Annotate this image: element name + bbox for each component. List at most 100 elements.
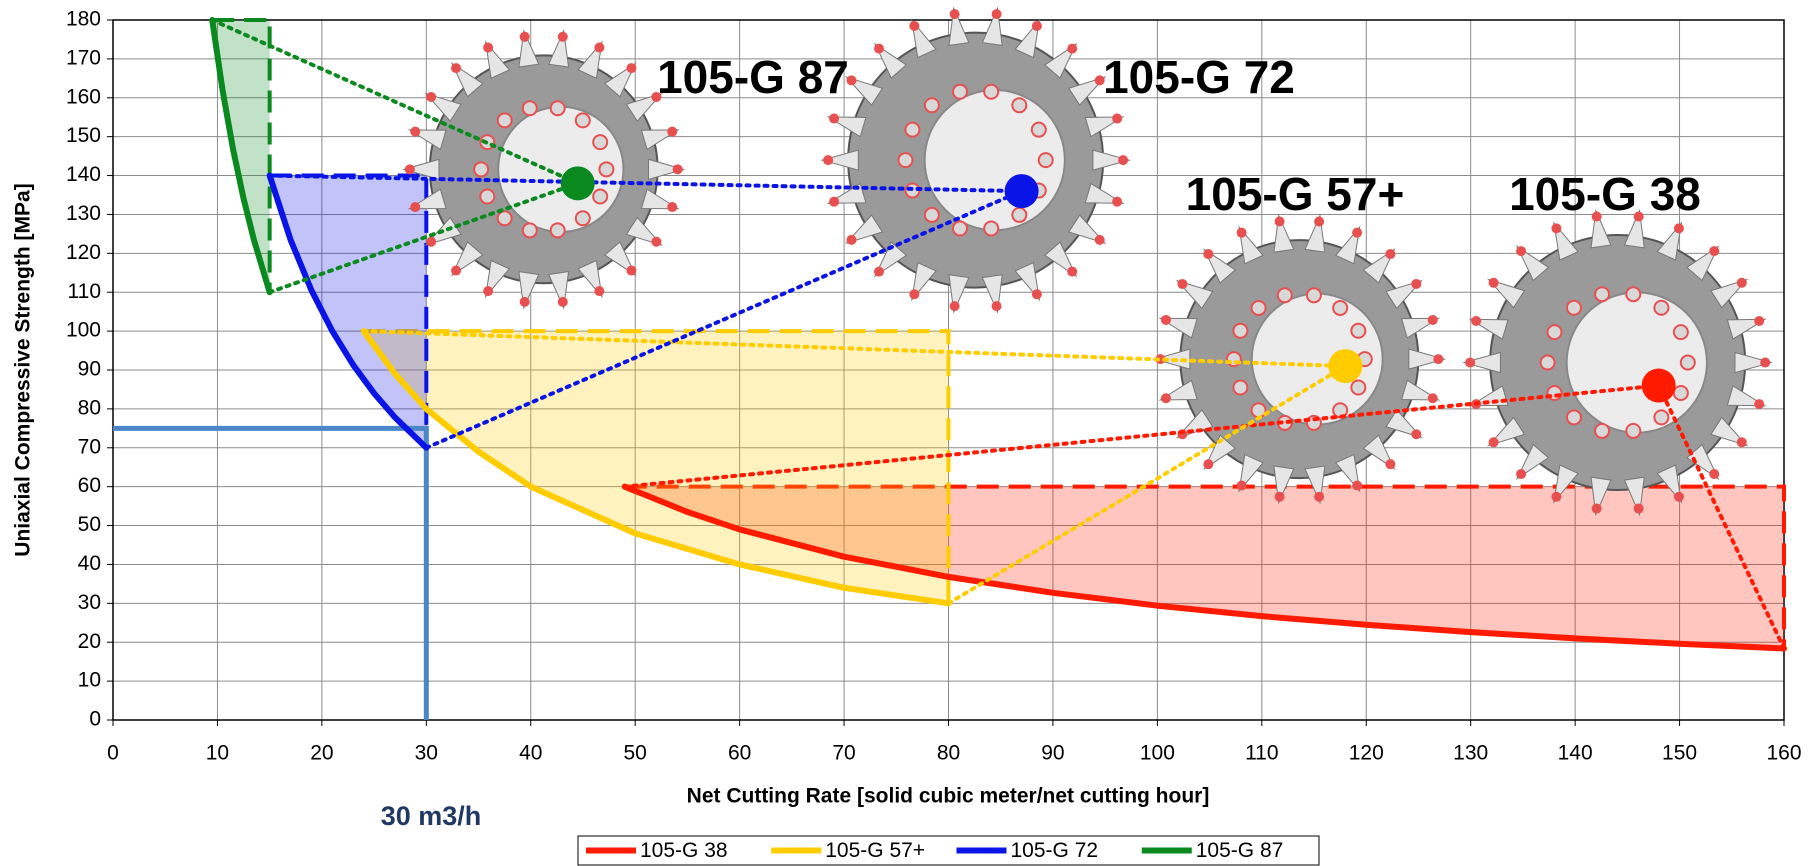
wheel-pick-inner (1351, 324, 1365, 338)
wheel-pick-tip (1516, 469, 1526, 479)
wheel-pick-tip (626, 63, 636, 73)
wheel-pick-inner (1595, 287, 1609, 301)
x-tick-label: 120 (1349, 742, 1384, 765)
y-tick-label: 160 (66, 85, 101, 108)
reference-line (113, 428, 426, 720)
wheel-pick-tip (483, 286, 493, 296)
x-tick-label: 0 (107, 742, 119, 765)
wheel-pick-inner (1278, 288, 1292, 302)
wheel-pick-tip (558, 32, 568, 42)
wheel-pick-tip (1760, 358, 1770, 368)
y-tick-label: 0 (89, 708, 101, 731)
wheel-pick-inner (1541, 356, 1555, 370)
wheel-pick-inner (593, 135, 607, 149)
wheel-pick-inner (1547, 325, 1561, 339)
wheel-pick-inner (1032, 123, 1046, 137)
y-tick-label: 180 (66, 8, 101, 31)
wheel-pick-inner (1626, 287, 1640, 301)
wheel-pick-inner (1626, 424, 1640, 438)
wheel-pick-tip (667, 202, 677, 212)
y-tick-label: 170 (66, 46, 101, 69)
y-tick-label: 150 (66, 124, 101, 147)
x-tick-label: 20 (310, 742, 333, 765)
x-tick-label: 40 (519, 742, 542, 765)
wheel-pick-tip (410, 127, 420, 137)
wheel-pick-tip (1471, 316, 1481, 326)
wheel-pick-tip (874, 44, 884, 54)
wheel-pick-inner (599, 162, 613, 176)
wheel-pick-tip (1489, 437, 1499, 447)
wheel-label: 105-G 72 (1103, 51, 1295, 103)
wheel-pick-tip (847, 235, 857, 245)
wheel-pick-inner (551, 223, 565, 237)
wheel-pick-tip (1737, 437, 1747, 447)
chart: Net Cutting Rate [solid cubic meter/net … (0, 0, 1816, 866)
wheel-pick-tip (1489, 278, 1499, 288)
cutter-wheel (1154, 216, 1444, 503)
y-tick-label: 50 (78, 513, 101, 536)
x-tick-label: 60 (728, 742, 751, 765)
wheel-pick-tip (410, 202, 420, 212)
y-tick-label: 20 (78, 630, 101, 653)
wheel-marker (1005, 174, 1039, 208)
wheel-pick-tip (426, 237, 436, 247)
x-tick-label: 150 (1662, 742, 1697, 765)
wheel-pick-tip (483, 43, 493, 53)
wheel-pick-inner (498, 113, 512, 127)
x-tick-label: 90 (1041, 742, 1064, 765)
x-tick-label: 80 (937, 742, 960, 765)
y-tick-label: 120 (66, 241, 101, 264)
y-tick-label: 30 (78, 591, 101, 614)
wheel-pick-tip (909, 289, 919, 299)
wheel-pick-tip (1118, 155, 1128, 165)
wheel-pick-inner (523, 223, 537, 237)
x-tick-label: 130 (1453, 742, 1488, 765)
wheel-pick-inner (1039, 153, 1053, 167)
wheel-pick-tip (1032, 21, 1042, 31)
wheel-pick-tip (1674, 492, 1684, 502)
wheel-pick-inner (1351, 381, 1365, 395)
y-tick-label: 140 (66, 163, 101, 186)
wheel-pick-tip (1737, 278, 1747, 288)
x-tick-label: 160 (1766, 742, 1801, 765)
wheel-pick-tip (992, 9, 1002, 19)
wheel-pick-inner (925, 98, 939, 112)
wheel-pick-inner (1674, 386, 1688, 400)
x-tick-label: 100 (1140, 742, 1175, 765)
x-tick-label: 70 (832, 742, 855, 765)
wheel-pick-tip (1237, 481, 1247, 491)
wheel-pick-inner (593, 190, 607, 204)
wheel-pick-tip (1314, 492, 1324, 502)
wheel-pick-tip (992, 301, 1002, 311)
wheel-pick-tip (558, 297, 568, 307)
wheel-pick-tip (667, 127, 677, 137)
y-tick-label: 130 (66, 202, 101, 225)
wheel-pick-tip (451, 63, 461, 73)
legend-label: 105-G 38 (640, 839, 728, 862)
wheel-label: 105-G 87 (657, 51, 849, 103)
wheel-pick-tip (1352, 481, 1362, 491)
wheel-pick-tip (1385, 249, 1395, 259)
x-tick-label: 50 (624, 742, 647, 765)
wheel-pick-tip (1551, 492, 1561, 502)
wheel-pick-inner (576, 211, 590, 225)
wheel-pick-tip (1754, 399, 1764, 409)
wheel-pick-tip (1754, 316, 1764, 326)
wheel-pick-inner (1674, 325, 1688, 339)
x-tick-label: 140 (1558, 742, 1593, 765)
wheel-pick-inner (1252, 301, 1266, 315)
wheel-pick-inner (1654, 301, 1668, 315)
legend-label: 105-G 72 (1011, 839, 1099, 862)
x-tick-label: 110 (1245, 742, 1278, 765)
wheel-pick-tip (823, 155, 833, 165)
wheel-pick-inner (1252, 403, 1266, 417)
wheel-pick-tip (1203, 459, 1213, 469)
y-tick-label: 90 (78, 358, 101, 381)
wheel-pick-tip (874, 267, 884, 277)
reference-label: 30 m3/h (381, 801, 482, 831)
wheel-pick-inner (498, 211, 512, 225)
wheel-pick-inner (898, 153, 912, 167)
x-tick-label: 10 (206, 742, 229, 765)
cutter-wheel (822, 8, 1129, 312)
wheel-pick-tip (1112, 197, 1122, 207)
